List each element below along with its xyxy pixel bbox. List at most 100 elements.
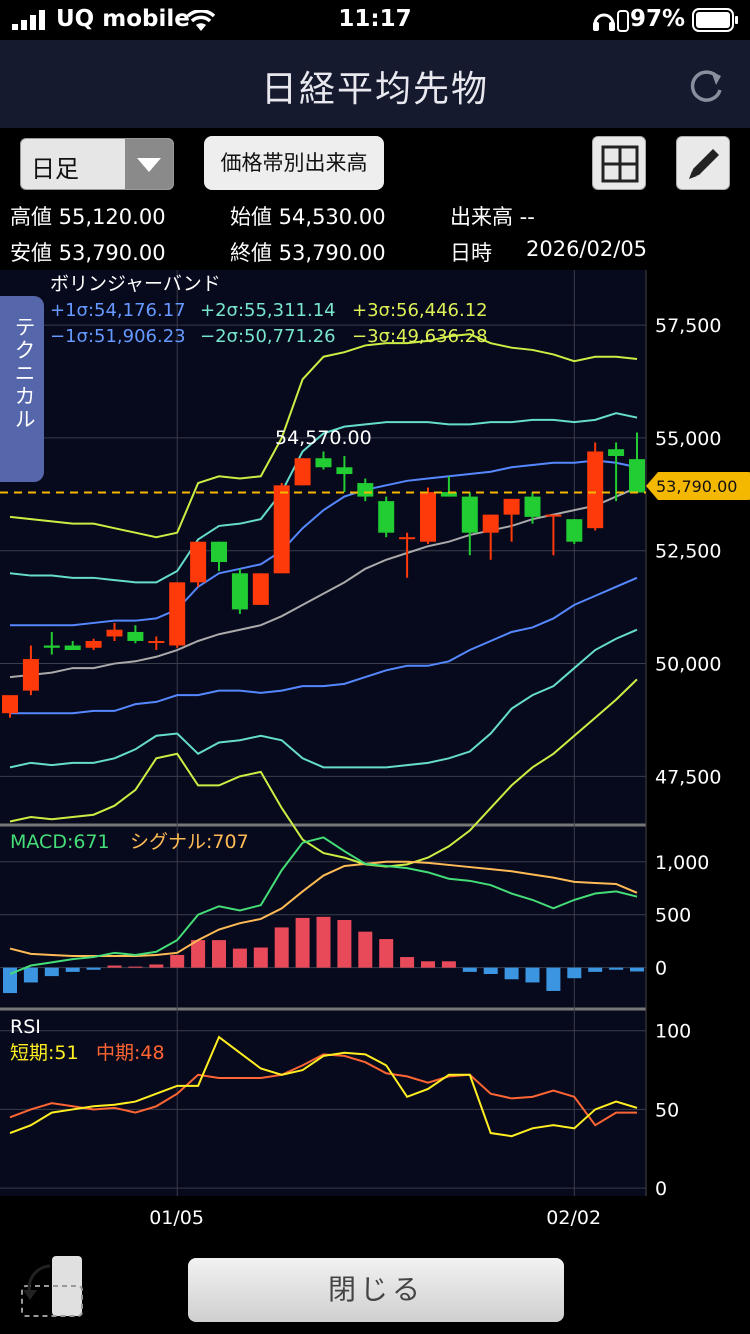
price-tick-label: 50,000 bbox=[655, 654, 721, 676]
close-button[interactable]: 閉じる bbox=[188, 1258, 564, 1322]
macd-histogram-bar bbox=[630, 967, 644, 972]
technical-tab-label: テクニカル bbox=[12, 316, 36, 431]
bollinger-plus2: +2σ:55,311.14 bbox=[200, 300, 336, 321]
close-value: 終値 53,790.00 bbox=[230, 241, 386, 265]
refresh-icon[interactable] bbox=[684, 64, 728, 108]
macd-histogram-bar bbox=[170, 954, 185, 968]
macd-histogram-bar bbox=[316, 916, 331, 968]
wifi-icon bbox=[186, 10, 216, 31]
macd-line-シグナル bbox=[9, 860, 638, 957]
macd-tick-label: 1,000 bbox=[655, 852, 709, 874]
bollinger-plus3: +3σ:56,446.12 bbox=[352, 300, 488, 321]
candle-body bbox=[357, 483, 374, 497]
macd-histogram-bar bbox=[567, 967, 582, 979]
battery-percent: 97% bbox=[630, 6, 686, 32]
bollinger-p2-line bbox=[9, 412, 638, 584]
macd-label: MACD:671 bbox=[10, 831, 110, 853]
open-value: 始値 54,530.00 bbox=[230, 205, 386, 229]
candle-body bbox=[503, 498, 520, 515]
macd-histogram-bar bbox=[212, 940, 226, 968]
macd-histogram-bar bbox=[191, 940, 206, 968]
signal-icon bbox=[12, 10, 45, 30]
date-label: 日時 bbox=[450, 241, 492, 265]
rsi-label: RSI bbox=[10, 1016, 41, 1038]
macd-histogram-bar bbox=[462, 967, 477, 972]
candle-body bbox=[524, 496, 541, 517]
macd-histogram-bar bbox=[86, 967, 101, 970]
price-tick-label: 57,500 bbox=[655, 315, 721, 337]
macd-histogram-bar bbox=[107, 965, 122, 968]
current-price-label: 53,790.00 bbox=[656, 477, 737, 496]
candle-body bbox=[461, 496, 478, 533]
macd-histogram-bar bbox=[3, 967, 17, 994]
volume-profile-button[interactable]: 価格帯別出来高 bbox=[204, 136, 384, 190]
status-bar: UQ mobile 11:17 97% bbox=[0, 0, 750, 40]
rsi-short-label: 短期:51 bbox=[10, 1042, 79, 1064]
chart-area[interactable]: 47,50050,00052,50055,00057,50005001,0000… bbox=[0, 270, 750, 1234]
bollinger-title: ボリンジャーバンド bbox=[50, 273, 221, 295]
toolbar: 日足 価格帯別出来高 高値 55,120.00 始値 54,530.00 出来高… bbox=[0, 128, 750, 270]
date-tick-label: 01/05 bbox=[149, 1207, 204, 1229]
layout-grid-button[interactable] bbox=[592, 136, 646, 190]
macd-histogram-bar bbox=[44, 967, 59, 977]
candle-body bbox=[545, 514, 562, 517]
macd-histogram-bar bbox=[504, 967, 519, 980]
macd-histogram-bar bbox=[588, 967, 603, 972]
macd-histogram-bar bbox=[609, 967, 624, 970]
macd-histogram-bar bbox=[128, 966, 143, 968]
bottom-bar: 閉じる bbox=[0, 1234, 750, 1334]
candle-body bbox=[420, 492, 436, 542]
date-tick-label: 02/02 bbox=[546, 1207, 601, 1229]
candle-body bbox=[378, 501, 395, 533]
price-annotation: 54,570.00 bbox=[275, 427, 372, 449]
bollinger-p1-line bbox=[10, 459, 638, 627]
date-value: 2026/02/05 bbox=[526, 237, 648, 261]
macd-histogram-bar bbox=[525, 967, 540, 983]
page-title: 日経平均先物 bbox=[260, 69, 489, 110]
candle-body bbox=[211, 541, 227, 563]
candle-body bbox=[336, 467, 353, 475]
macd-histogram-bar bbox=[337, 920, 352, 968]
candle-body bbox=[440, 492, 457, 497]
candle-body bbox=[43, 645, 60, 648]
high-value: 高値 55,120.00 bbox=[10, 205, 166, 229]
bollinger-p3-line bbox=[9, 333, 638, 539]
candle-body bbox=[190, 541, 207, 583]
macd-histogram-bar bbox=[274, 927, 289, 968]
candle-body bbox=[482, 514, 499, 533]
price-tick-label: 55,000 bbox=[655, 428, 721, 450]
candle-body bbox=[106, 629, 123, 637]
candle-body bbox=[127, 631, 144, 641]
volume-value: 出来高 -- bbox=[450, 205, 535, 229]
period-value: 日足 bbox=[31, 155, 79, 183]
candle-body bbox=[231, 573, 248, 610]
candle-body bbox=[22, 659, 39, 691]
nav-bar: 日経平均先物 bbox=[0, 40, 750, 128]
macd-histogram-bar bbox=[400, 957, 415, 968]
macd-histogram-bar bbox=[295, 917, 310, 968]
orientation-lock-icon bbox=[617, 10, 629, 32]
bollinger-minus1: −1σ:51,906.23 bbox=[50, 326, 186, 347]
current-price-tag: 53,790.00 bbox=[646, 472, 750, 500]
rotate-back-icon[interactable] bbox=[20, 1254, 84, 1318]
macd-histogram-bar bbox=[358, 931, 373, 968]
chevron-down-icon bbox=[125, 139, 173, 189]
macd-histogram-bar bbox=[232, 948, 247, 968]
rsi-mid-label: 中期:48 bbox=[96, 1042, 165, 1064]
price-tick-label: 52,500 bbox=[655, 541, 721, 563]
period-select[interactable]: 日足 bbox=[20, 138, 174, 190]
bollinger-m3-line bbox=[9, 678, 638, 868]
macd-histogram-bar bbox=[441, 961, 456, 968]
technical-tab[interactable]: テクニカル bbox=[0, 296, 44, 482]
macd-tick-label: 0 bbox=[655, 958, 667, 980]
macd-histogram-bar bbox=[23, 967, 38, 983]
signal-label: シグナル:707 bbox=[130, 831, 249, 853]
macd-histogram-bar bbox=[379, 939, 394, 968]
pencil-icon bbox=[689, 149, 719, 179]
draw-button[interactable] bbox=[676, 136, 730, 190]
bollinger-m2-line bbox=[9, 628, 638, 769]
carrier-name: UQ mobile bbox=[56, 6, 190, 32]
macd-tick-label: 500 bbox=[655, 905, 691, 927]
macd-histogram-bar bbox=[546, 967, 561, 991]
candle-body bbox=[85, 640, 102, 648]
